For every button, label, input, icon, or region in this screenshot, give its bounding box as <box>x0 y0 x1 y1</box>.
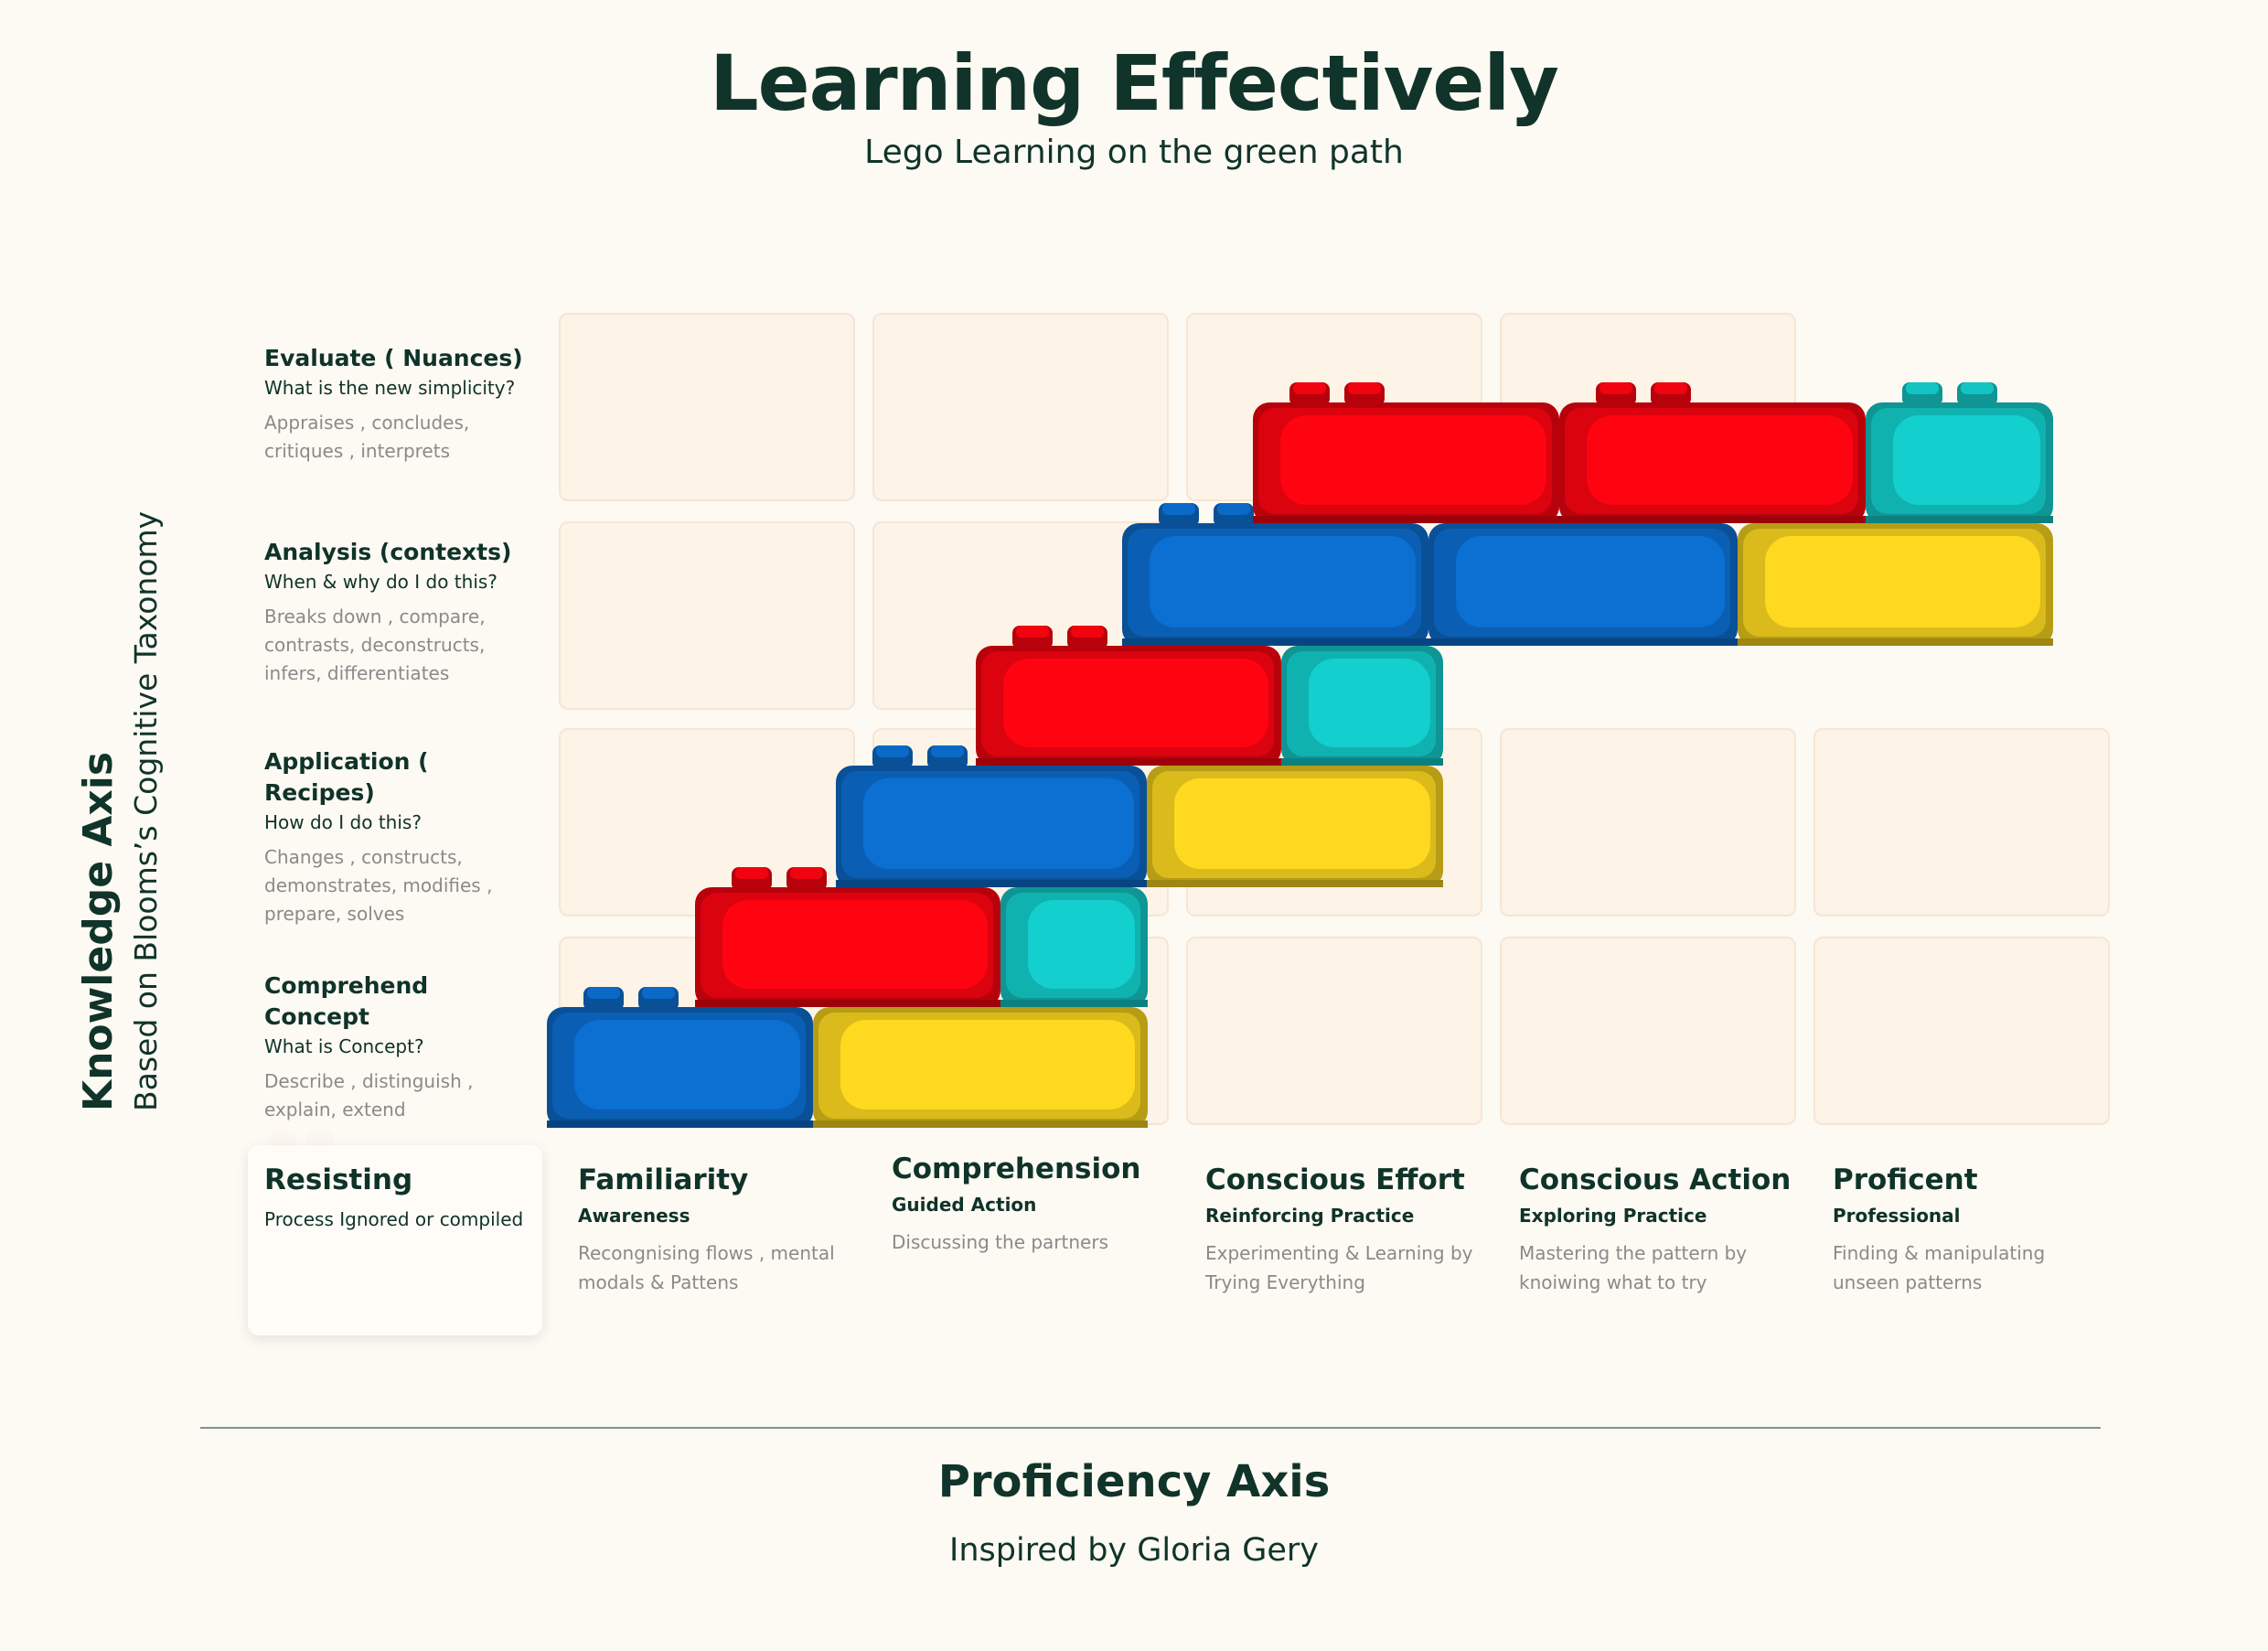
proficiency-stage-heading: Conscious Effort <box>1205 1163 1465 1196</box>
knowledge-level-analysis: Analysis (contexts) When & why do I do t… <box>264 537 539 688</box>
description-line: Trying Everything <box>1205 1271 1365 1293</box>
proficiency-axis-title: Proficiency Axis <box>937 1456 1331 1507</box>
blue-brick <box>1428 523 1738 646</box>
knowledge-level-description: Describe , distinguish , explain, extend <box>264 1067 539 1124</box>
proficiency-stage-familiarity: Familiarity Awareness Recongnising flows… <box>578 1160 880 1297</box>
proficiency-stage-sub: Process Ignored or compiled <box>264 1208 524 1230</box>
grid-cell <box>1813 728 2110 917</box>
yellow-brick <box>1147 766 1443 887</box>
blue-brick <box>1122 503 1428 646</box>
teal-brick <box>1281 646 1443 766</box>
description-line: critiques , interprets <box>264 440 450 462</box>
description-line: prepare, solves <box>264 903 405 925</box>
description-line: explain, extend <box>264 1099 406 1120</box>
description-line: knoiwing what to try <box>1519 1271 1707 1293</box>
proficiency-stage-comprehension: Comprehension Guided Action Discussing t… <box>892 1149 1193 1257</box>
proficiency-stage-sub: Guided Action <box>892 1194 1037 1216</box>
resisting-card <box>248 1145 542 1335</box>
red-brick <box>695 867 1000 1007</box>
description-line: modals & Pattens <box>578 1271 739 1293</box>
teal-brick <box>1866 382 2053 523</box>
proficiency-stage-heading: Comprehension <box>892 1152 1141 1185</box>
knowledge-level-heading: Comprehend Concept <box>264 972 429 1030</box>
description-line: Appraises , concludes, <box>264 412 470 434</box>
knowledge-level-heading: Application ( Recipes) <box>264 748 429 806</box>
description-line: Describe , distinguish , <box>264 1070 474 1092</box>
knowledge-level-application: Application ( Recipes) How do I do this?… <box>264 746 539 928</box>
proficiency-stage-heading: Resisting <box>264 1163 413 1196</box>
proficiency-stage-heading: Familiarity <box>578 1163 749 1196</box>
knowledge-level-question: When & why do I do this? <box>264 571 497 593</box>
grid-cell <box>1500 937 1796 1125</box>
description-line: Changes , constructs, <box>264 846 463 868</box>
grid-cell <box>1813 937 2110 1125</box>
grid-cell <box>559 521 855 710</box>
knowledge-level-heading: Analysis (contexts) <box>264 539 512 565</box>
proficiency-axis-subtitle: Inspired by Gloria Gery <box>949 1532 1319 1569</box>
red-brick <box>976 626 1281 766</box>
proficiency-stage-sub: Awareness <box>578 1205 690 1227</box>
description-line: Finding & manipulating <box>1833 1242 2046 1264</box>
grid-cell <box>1500 728 1796 917</box>
proficiency-stage-resisting: Resisting Process Ignored or compiled <box>264 1160 566 1235</box>
yellow-brick <box>813 1007 1148 1128</box>
proficiency-stage-heading: Proficent <box>1833 1163 1978 1196</box>
proficiency-stage-description: Discussing the partners <box>892 1228 1193 1257</box>
description-line: Mastering the pattern by <box>1519 1242 1748 1264</box>
axis-divider <box>200 1427 2101 1429</box>
proficiency-stage-description: Mastering the pattern by knoiwing what t… <box>1519 1238 1821 1297</box>
proficiency-stage-conscious-effort: Conscious Effort Reinforcing Practice Ex… <box>1205 1160 1507 1297</box>
description-line: infers, differentiates <box>264 662 450 684</box>
teal-brick <box>1000 887 1148 1007</box>
description-line: demonstrates, modifies , <box>264 874 493 896</box>
proficiency-stage-description: Finding & manipulating unseen patterns <box>1833 1238 2134 1297</box>
knowledge-level-question: What is the new simplicity? <box>264 377 516 399</box>
card-knob <box>306 1132 334 1147</box>
red-brick <box>1559 382 1866 523</box>
proficiency-stage-description: Experimenting & Learning by Trying Every… <box>1205 1238 1507 1297</box>
knowledge-level-evaluate: Evaluate ( Nuances) What is the new simp… <box>264 343 539 466</box>
knowledge-level-description: Breaks down , compare, contrasts, decons… <box>264 603 539 688</box>
description-line: Breaks down , compare, <box>264 606 486 627</box>
description-line: contrasts, deconstructs, <box>264 634 486 656</box>
knowledge-level-description: Changes , constructs, demonstrates, modi… <box>264 843 539 928</box>
knowledge-level-description: Appraises , concludes, critiques , inter… <box>264 409 539 466</box>
red-brick <box>1253 382 1559 523</box>
card-knob <box>268 1132 295 1147</box>
knowledge-level-question: What is Concept? <box>264 1035 424 1057</box>
proficiency-stage-proficient: Proficent Professional Finding & manipul… <box>1833 1160 2134 1297</box>
proficiency-stage-sub: Reinforcing Practice <box>1205 1205 1415 1227</box>
knowledge-level-comprehend: Comprehend Concept What is Concept? Desc… <box>264 970 539 1124</box>
proficiency-stage-sub: Professional <box>1833 1205 1961 1227</box>
grid-cell <box>559 313 855 501</box>
yellow-brick <box>1738 523 2053 646</box>
blue-brick <box>547 987 813 1128</box>
proficiency-stage-heading: Conscious Action <box>1519 1163 1792 1196</box>
description-line: Recongnising flows , mental <box>578 1242 835 1264</box>
grid-cell <box>872 313 1169 501</box>
knowledge-level-question: How do I do this? <box>264 811 422 833</box>
blue-brick <box>836 745 1147 887</box>
page-subtitle: Lego Learning on the green path <box>864 134 1404 171</box>
knowledge-level-heading: Evaluate ( Nuances) <box>264 345 523 371</box>
proficiency-stage-conscious-action: Conscious Action Exploring Practice Mast… <box>1519 1160 1821 1297</box>
description-line: unseen patterns <box>1833 1271 1983 1293</box>
description-line: Experimenting & Learning by <box>1205 1242 1473 1264</box>
proficiency-stage-description: Recongnising flows , mental modals & Pat… <box>578 1238 880 1297</box>
description-line: Discussing the partners <box>892 1231 1108 1253</box>
page-title: Learning Effectively <box>710 38 1559 128</box>
proficiency-stage-sub: Exploring Practice <box>1519 1205 1707 1227</box>
grid-cell <box>1186 937 1482 1125</box>
